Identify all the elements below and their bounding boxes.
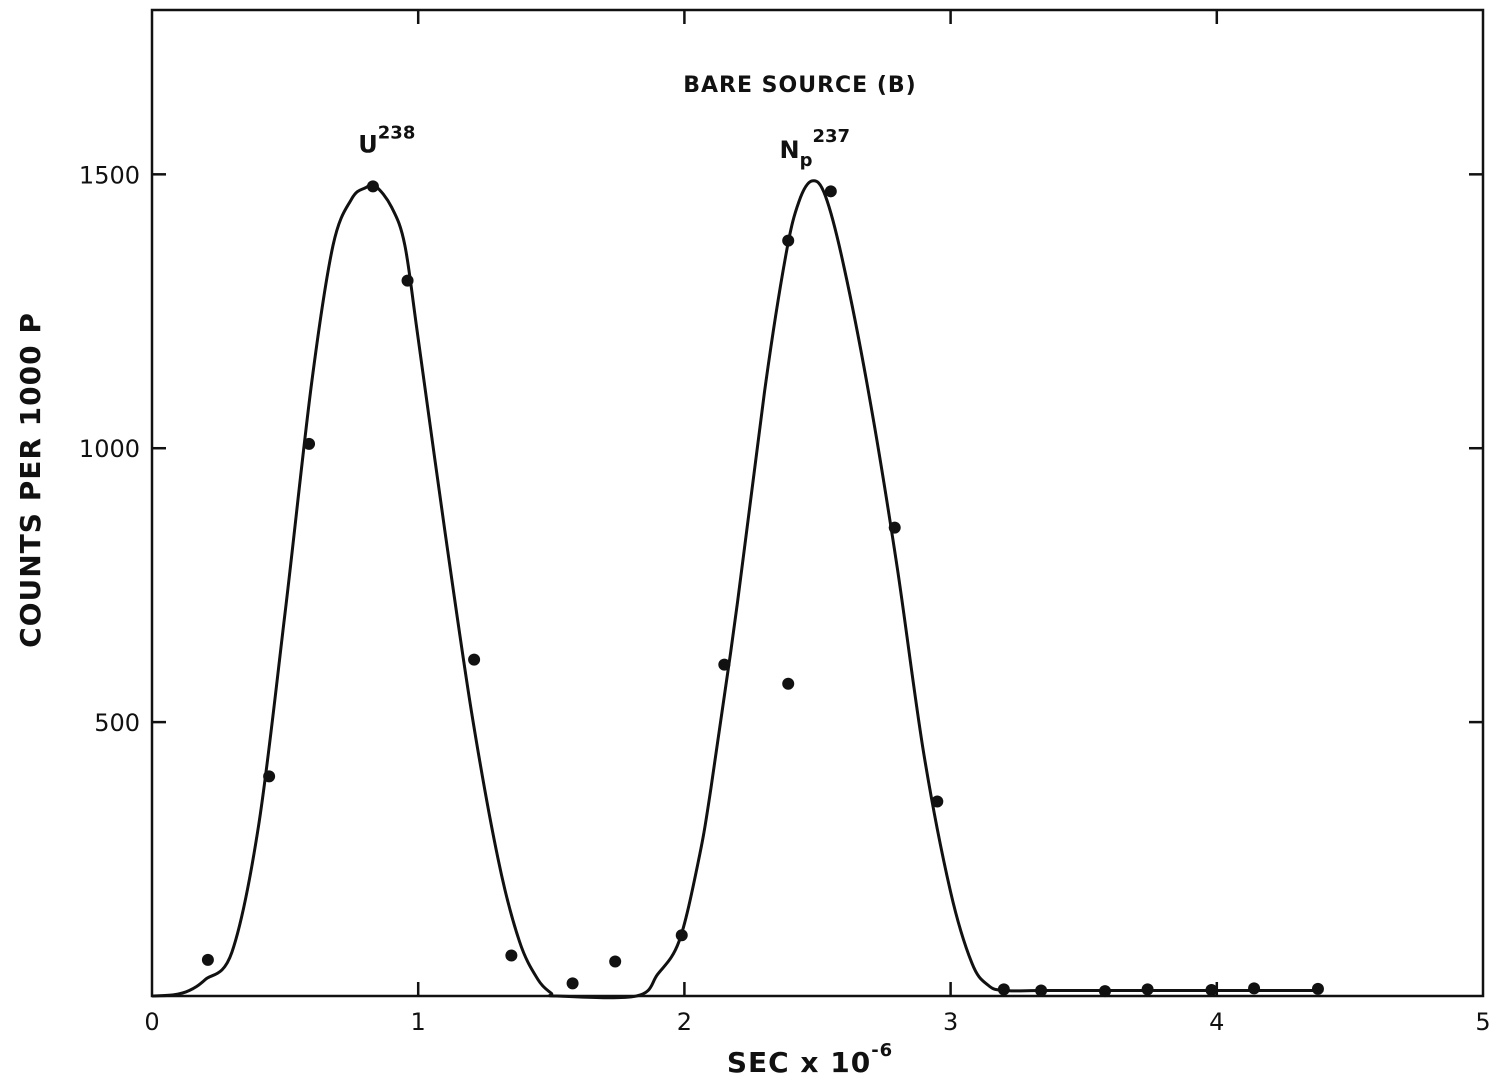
data-point xyxy=(1035,984,1048,997)
data-point xyxy=(609,955,622,968)
x-axis-title-exponent: -6 xyxy=(871,1040,893,1061)
tick-labels: 0 1 2 3 4 5 500 1000 1500 xyxy=(79,161,1491,1036)
x-tick-label: 1 xyxy=(411,1008,426,1036)
data-point xyxy=(888,521,901,534)
y-tick-label: 1000 xyxy=(79,435,140,463)
data-point xyxy=(303,437,316,450)
annotation-np237-base: N xyxy=(780,136,800,164)
data-point xyxy=(931,795,944,808)
x-tick-label: 0 xyxy=(144,1008,159,1036)
data-point xyxy=(1248,982,1261,995)
data-point xyxy=(566,977,579,990)
chart-title: BARE SOURCE (B) xyxy=(683,73,917,98)
data-point xyxy=(675,929,688,942)
data-point xyxy=(782,234,795,247)
x-axis-title-base: SEC x 10 xyxy=(727,1046,871,1079)
y-tick-label: 500 xyxy=(94,709,140,737)
data-point xyxy=(263,770,276,783)
annotation-np237-sub: p xyxy=(800,150,813,171)
y-axis-title: COUNTS PER 1000 P xyxy=(14,312,47,648)
x-tick-label: 4 xyxy=(1209,1008,1224,1036)
data-points xyxy=(201,180,1324,998)
data-point xyxy=(1205,983,1218,996)
annotation-np237-sup: 237 xyxy=(812,126,850,147)
annotation-np237: Np 237 xyxy=(780,126,851,171)
annotation-u238: U238 xyxy=(358,122,415,158)
data-point xyxy=(824,185,837,198)
data-point xyxy=(468,653,481,666)
data-point xyxy=(1141,983,1154,996)
data-point xyxy=(401,274,414,287)
ticks xyxy=(152,10,1483,996)
data-point xyxy=(1098,985,1111,998)
y-tick-label: 1500 xyxy=(79,161,140,189)
annotation-u238-sup: 238 xyxy=(378,122,416,143)
x-axis-title: SEC x 10-6 xyxy=(727,1040,893,1079)
data-point xyxy=(997,983,1010,996)
x-tick-label: 2 xyxy=(677,1008,692,1036)
data-point xyxy=(201,953,214,966)
plot-frame xyxy=(150,8,1485,998)
annotation-u238-base: U xyxy=(358,130,378,158)
data-point xyxy=(718,658,731,671)
x-tick-label: 5 xyxy=(1475,1008,1490,1036)
x-tick-label: 3 xyxy=(943,1008,958,1036)
data-point xyxy=(782,677,795,690)
data-point xyxy=(1311,982,1324,995)
data-point xyxy=(505,949,518,962)
fitted-curve xyxy=(151,179,1324,1000)
data-point xyxy=(366,180,379,193)
